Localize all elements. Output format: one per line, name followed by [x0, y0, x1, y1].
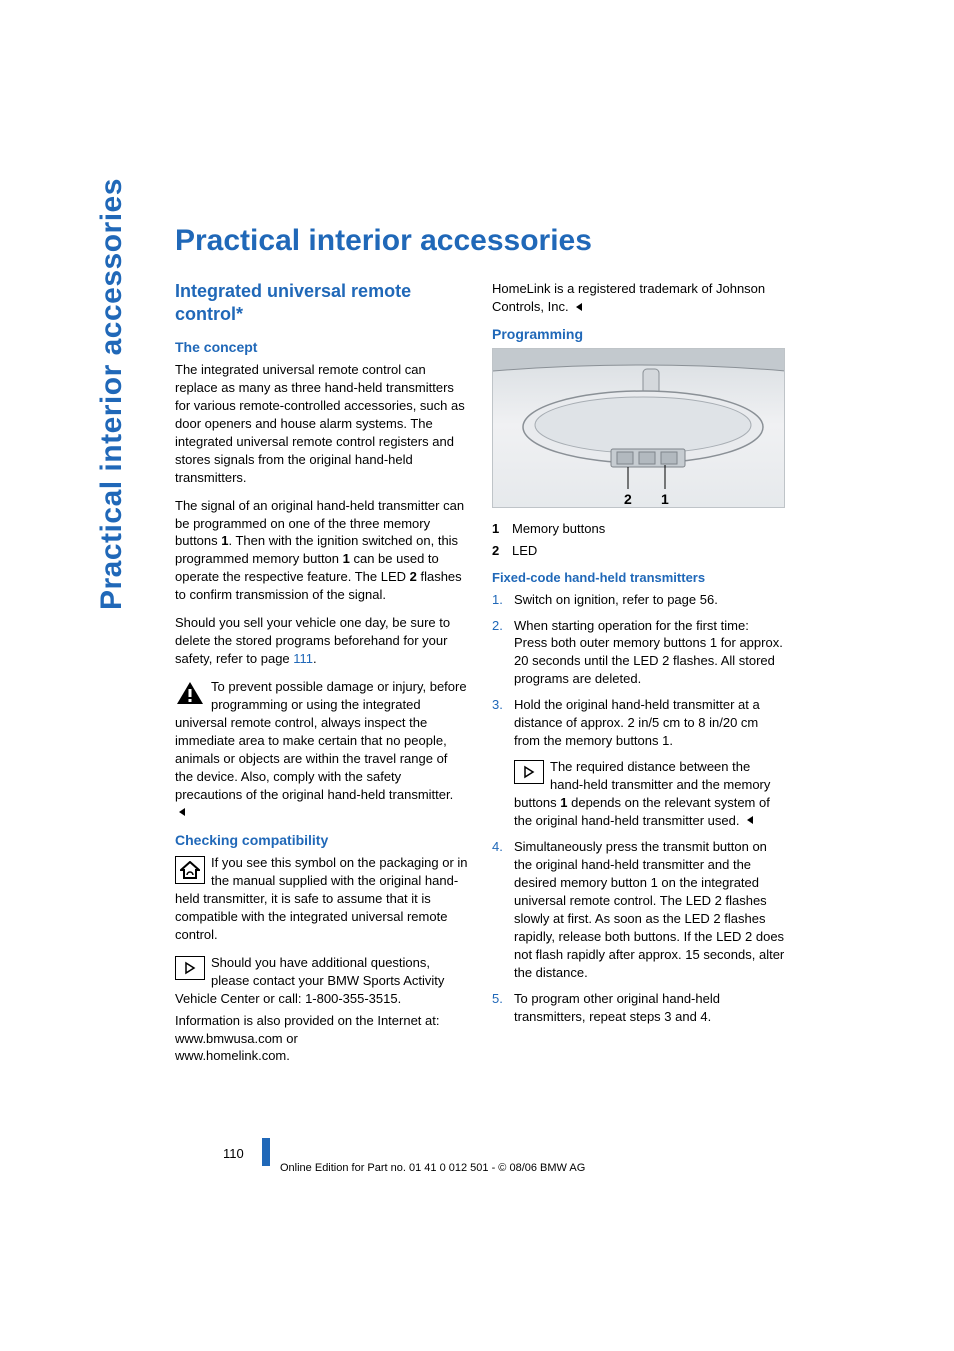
distance-note: The required distance between the hand-h…	[514, 758, 785, 830]
mirror-figure: 2 1	[492, 348, 785, 508]
legend-text: Memory buttons	[512, 520, 605, 538]
step-number: 1.	[492, 591, 514, 609]
compatibility-paragraph-3: Information is also provided on the Inte…	[175, 1012, 468, 1048]
step-number: 3.	[492, 696, 514, 750]
content-area: Integrated universal remote control* The…	[175, 280, 785, 1075]
step-1: 1. Switch on ignition, refer to page 56.	[492, 591, 785, 609]
tip-icon	[175, 956, 205, 980]
end-mark-icon	[745, 812, 755, 830]
step-number: 2.	[492, 617, 514, 689]
programming-heading: Programming	[492, 326, 785, 342]
compatibility-paragraph-4: www.homelink.com.	[175, 1047, 468, 1065]
legend-text: LED	[512, 542, 537, 560]
concept-heading: The concept	[175, 339, 468, 355]
svg-text:2: 2	[624, 491, 632, 507]
page-link-56[interactable]: 56	[700, 592, 714, 607]
compatibility-paragraph-1: If you see this symbol on the packaging …	[175, 854, 468, 944]
compatibility-paragraph-2: Should you have additional questions, pl…	[175, 954, 468, 1008]
house-icon	[175, 856, 205, 884]
left-column: Integrated universal remote control* The…	[175, 280, 468, 1075]
page-title: Practical interior accessories	[175, 224, 592, 258]
step-5: 5. To program other original hand-held t…	[492, 990, 785, 1026]
fixed-code-heading: Fixed-code hand-held transmitters	[492, 570, 785, 585]
end-mark-icon	[177, 804, 187, 822]
legend-number: 2	[492, 542, 512, 560]
concept-paragraph-3: Should you sell your vehicle one day, be…	[175, 614, 468, 668]
right-column: HomeLink is a registered trademark of Jo…	[492, 280, 785, 1075]
legend-row-2: 2 LED	[492, 542, 785, 560]
legend-number: 1	[492, 520, 512, 538]
page-number: 110	[223, 1146, 244, 1161]
tip-icon	[514, 760, 544, 784]
end-mark-icon	[574, 299, 584, 317]
concept-paragraph-2: The signal of an original hand-held tran…	[175, 497, 468, 605]
sidebar-section-title: Practical interior accessories	[95, 178, 129, 610]
step-number: 5.	[492, 990, 514, 1026]
warning-note: To prevent possible damage or injury, be…	[175, 678, 468, 822]
concept-paragraph-1: The integrated universal remote control …	[175, 361, 468, 487]
legend-row-1: 1 Memory buttons	[492, 520, 785, 538]
section-heading: Integrated universal remote control*	[175, 280, 468, 325]
page-link-111[interactable]: 111	[293, 651, 313, 666]
step-3: 3. Hold the original hand-held transmitt…	[492, 696, 785, 750]
warning-icon	[175, 680, 205, 706]
step-4: 4. Simultaneously press the transmit but…	[492, 838, 785, 982]
trademark-note: HomeLink is a registered trademark of Jo…	[492, 280, 785, 316]
step-number: 4.	[492, 838, 514, 982]
footer-accent-bar	[262, 1138, 270, 1166]
svg-text:1: 1	[661, 491, 669, 507]
compatibility-heading: Checking compatibility	[175, 832, 468, 848]
step-2: 2. When starting operation for the first…	[492, 617, 785, 689]
footer-text: Online Edition for Part no. 01 41 0 012 …	[280, 1162, 585, 1174]
